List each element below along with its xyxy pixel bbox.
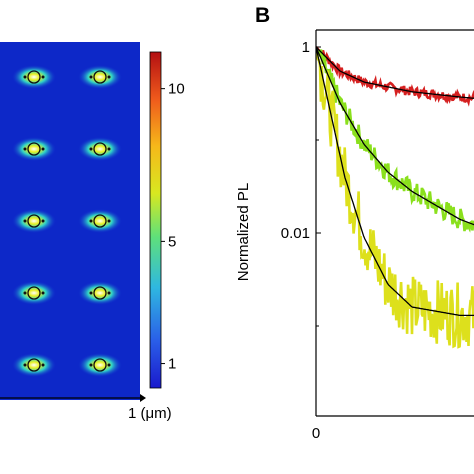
emitter-grid (12, 65, 122, 377)
x-tick-label: 0 (312, 425, 320, 442)
emitter-ring (93, 214, 107, 228)
emitter (78, 281, 122, 305)
y-tick-label: 0.01 (281, 225, 310, 242)
map-x-axis-arrow (140, 394, 146, 402)
emitter (12, 281, 56, 305)
emitter-dot-left (89, 363, 93, 367)
emitter-dot-right (107, 363, 111, 367)
y-axis-label: Normalized PL (235, 183, 252, 281)
emitter (78, 209, 122, 233)
emitter-dot-right (107, 219, 111, 223)
series-data-trace (316, 46, 474, 107)
emitter-glow (12, 65, 56, 89)
colorbar-tick-label: 5 (168, 233, 176, 250)
emitter (12, 353, 56, 377)
emitter-dot-right (41, 363, 45, 367)
emitter-dot-right (41, 147, 45, 151)
emitter-ring (93, 70, 107, 84)
plot-ticks: 1 0.01 0 (281, 39, 321, 442)
emitter-glow (12, 137, 56, 161)
map-x-axis: 1 (μm) (0, 394, 172, 422)
emitter (12, 137, 56, 161)
colorbar: 10 5 1 (149, 51, 185, 389)
y-tick-label: 1 (302, 39, 310, 56)
panel-b-letter: B (255, 4, 270, 27)
emitter-glow (78, 281, 122, 305)
emitter-dot-left (89, 219, 93, 223)
emitter-glow (78, 209, 122, 233)
emitter (12, 65, 56, 89)
series-data-trace (316, 46, 474, 233)
emitter-dot-left (23, 75, 27, 79)
map-x-axis-label: 1 (μm) (128, 405, 172, 422)
emitter-ring (27, 286, 41, 300)
emitter-dot-left (89, 291, 93, 295)
emitter-ring (93, 358, 107, 372)
emitter-ring (27, 214, 41, 228)
decay-curves (316, 46, 474, 349)
emitter-ring (93, 142, 107, 156)
emitter-dot-right (107, 147, 111, 151)
emitter-dot-left (23, 363, 27, 367)
emitter (12, 209, 56, 233)
emitter-dot-right (41, 291, 45, 295)
emitter-dot-right (107, 75, 111, 79)
colorbar-gradient (149, 51, 162, 389)
emitter-glow (78, 137, 122, 161)
emitter-glow (12, 281, 56, 305)
emitter-glow (78, 353, 122, 377)
emitter-dot-left (23, 291, 27, 295)
emitter-dot-right (41, 75, 45, 79)
emitter (78, 65, 122, 89)
emitter-dot-left (23, 147, 27, 151)
emitter-dot-left (89, 75, 93, 79)
emitter-ring (93, 286, 107, 300)
emitter-dot-right (41, 219, 45, 223)
emitter-dot-right (107, 291, 111, 295)
emitter-glow (12, 209, 56, 233)
field-map (0, 42, 140, 400)
colorbar-ticks: 10 5 1 (161, 81, 185, 373)
emitter-dot-left (89, 147, 93, 151)
emitter-dot-left (23, 219, 27, 223)
series-fit-line (316, 46, 474, 317)
series-fit-line (316, 46, 474, 99)
colorbar-tick-label: 1 (168, 356, 176, 373)
emitter (78, 137, 122, 161)
emitter-glow (12, 353, 56, 377)
colorbar-tick-label: 10 (168, 81, 185, 98)
series-fit-line (316, 46, 474, 226)
decay-plot: 1 0.01 0 (281, 29, 474, 442)
emitter-ring (27, 70, 41, 84)
emitter (78, 353, 122, 377)
emitter-ring (27, 358, 41, 372)
emitter-glow (78, 65, 122, 89)
emitter-ring (27, 142, 41, 156)
